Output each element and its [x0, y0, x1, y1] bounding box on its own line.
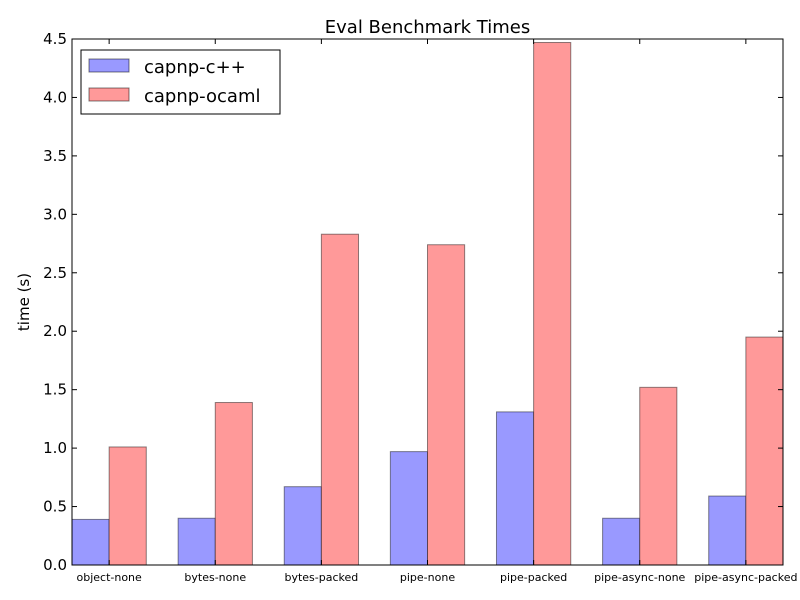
- legend-swatch-capnp-cpp: [88, 58, 130, 73]
- x-tick-label-object-none: object-none: [76, 571, 142, 584]
- bar-capnp-cpp-bytes-none: [177, 517, 216, 566]
- y-tick-label: 1.5: [43, 381, 67, 399]
- y-tick-label: 3.5: [43, 147, 67, 165]
- y-tick-label: 1.0: [43, 439, 67, 457]
- y-tick-label: 4.0: [43, 88, 67, 106]
- bar-capnp-cpp-pipe-async-none: [602, 517, 641, 566]
- y-tick-label: 3.0: [43, 205, 67, 223]
- y-axis-ticks: 0.0 0.5 1.0 1.5 2.0 2.5 3.0 3.5 4.0 4.5: [43, 30, 783, 574]
- legend-label-capnp-cpp: capnp-c++: [144, 57, 246, 78]
- y-tick-label: 2.0: [43, 322, 67, 340]
- legend-swatch-capnp-ocaml: [88, 87, 130, 102]
- chart-title: Eval Benchmark Times: [325, 17, 530, 38]
- x-tick-label-bytes-none: bytes-none: [184, 571, 246, 584]
- x-axis-ticks: object-none bytes-none bytes-packed pipe-no…: [76, 39, 797, 584]
- bar-capnp-ocaml-pipe-none: [427, 244, 466, 566]
- bars-group: [71, 42, 784, 566]
- y-axis-label: time (s): [15, 273, 33, 331]
- bar-capnp-cpp-pipe-none: [389, 451, 429, 566]
- legend-label-capnp-ocaml: capnp-ocaml: [144, 86, 261, 107]
- bar-capnp-ocaml-bytes-none: [214, 402, 253, 566]
- bar-capnp-ocaml-pipe-async-packed: [745, 336, 784, 566]
- x-tick-label-pipe-packed: pipe-packed: [500, 571, 567, 584]
- bar-capnp-cpp-bytes-packed: [283, 486, 322, 566]
- bar-capnp-ocaml-pipe-async-none: [639, 386, 678, 566]
- bar-capnp-ocaml-object-none: [108, 446, 147, 566]
- bar-capnp-ocaml-pipe-packed: [533, 42, 572, 566]
- bar-capnp-ocaml-bytes-packed: [320, 233, 360, 566]
- x-tick-label-bytes-packed: bytes-packed: [284, 571, 358, 584]
- x-tick-label-pipe-none: pipe-none: [400, 571, 455, 584]
- legend: capnp-c++ capnp-ocaml: [80, 49, 281, 115]
- bar-capnp-cpp-pipe-packed: [495, 411, 535, 566]
- bar-capnp-cpp-pipe-async-packed: [708, 495, 747, 566]
- y-tick-label: 0.5: [43, 498, 67, 516]
- plot-frame: [71, 38, 784, 566]
- bar-capnp-cpp-object-none: [71, 518, 110, 566]
- x-tick-label-pipe-async-packed: pipe-async-packed: [694, 571, 797, 584]
- x-tick-label-pipe-async-none: pipe-async-none: [594, 571, 685, 584]
- y-tick-label: 4.5: [43, 30, 67, 48]
- y-tick-label: 0.0: [43, 556, 67, 574]
- y-tick-label: 2.5: [43, 264, 67, 282]
